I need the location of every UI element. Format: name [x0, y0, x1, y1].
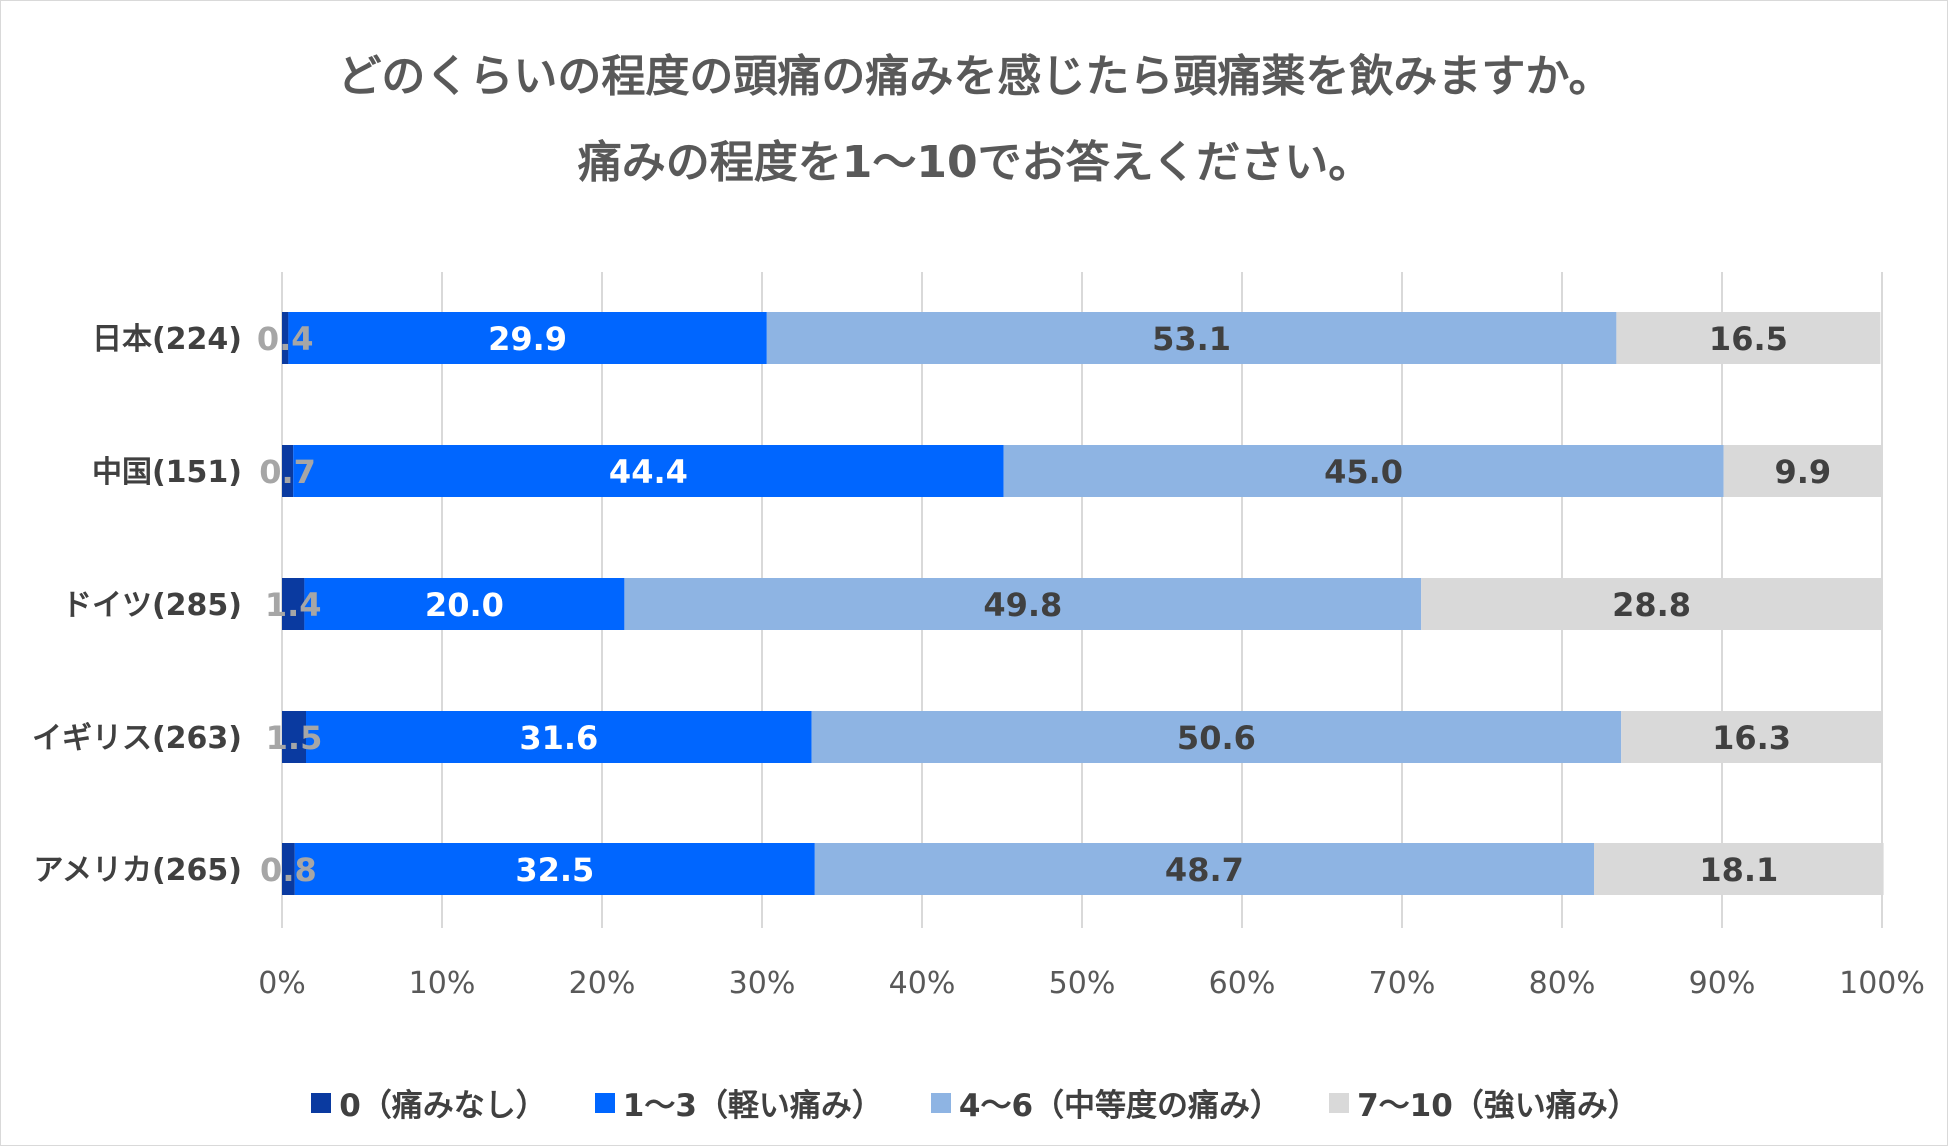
x-tick-label: 50% [1049, 966, 1116, 1001]
chart-title-line-1: どのくらいの程度の頭痛の痛みを感じたら頭痛薬を飲みますか。 [337, 51, 1613, 102]
x-tick-label: 80% [1529, 966, 1596, 1001]
data-label: 28.8 [1612, 586, 1691, 624]
legend-swatch [594, 1092, 615, 1113]
chart-title-line-2: 痛みの程度を1～10でお答えください。 [577, 137, 1373, 188]
bar-segment [1621, 711, 1882, 763]
bar-segment [811, 711, 1622, 763]
bar-segment [304, 578, 625, 630]
bar-segment [306, 711, 812, 763]
category-label: アメリカ(265) [33, 853, 242, 888]
bar-segment [1616, 312, 1881, 364]
bar-segment [1723, 445, 1882, 497]
x-tick-label: 70% [1369, 966, 1436, 1001]
bar-segment [1421, 578, 1882, 630]
data-label: 0.4 [257, 320, 314, 358]
bar-segment [282, 445, 294, 497]
legend-swatch [311, 1092, 332, 1113]
data-label: 9.9 [1774, 453, 1831, 491]
data-label: 50.6 [1177, 719, 1256, 757]
bar-segment [293, 445, 1004, 497]
category-label: ドイツ(285) [62, 588, 242, 623]
data-label: 49.8 [983, 586, 1062, 624]
legend-item-mild: 1～3（軽い痛み） [594, 1080, 883, 1125]
x-tick-label: 30% [729, 966, 796, 1001]
bar-segment [282, 312, 289, 364]
data-label: 0.8 [260, 851, 317, 889]
data-label: 0.7 [259, 453, 316, 491]
data-label: 16.5 [1709, 320, 1788, 358]
data-label: 45.0 [1324, 453, 1403, 491]
data-labels: 0.4 29.9 53.1 16.5 0.7 44.4 45.0 9.9 1.4 20.0 49.8… [257, 320, 1831, 889]
bar-segment [814, 843, 1594, 895]
category-label: 中国(151) [92, 455, 242, 490]
x-tick-label: 40% [889, 966, 956, 1001]
data-label: 53.1 [1152, 320, 1231, 358]
data-label: 31.6 [519, 719, 598, 757]
bar-segment [766, 312, 1617, 364]
legend-swatch [930, 1092, 951, 1113]
bar-segment [282, 843, 295, 895]
x-tick-label: 0% [258, 966, 306, 1001]
stacked-bar-chart: 0.4 29.9 53.1 16.5 0.7 44.4 45.0 9.9 1.4 20.0 49.8… [32, 272, 1925, 1001]
bar-segment [294, 843, 815, 895]
x-tick-label: 10% [409, 966, 476, 1001]
legend-label: 0（痛みなし） [339, 1088, 547, 1124]
data-label: 16.3 [1712, 719, 1791, 757]
data-label: 1.5 [266, 719, 323, 757]
bar-segment [1594, 843, 1884, 895]
legend-item-none: 0（痛みなし） [311, 1080, 547, 1125]
data-label: 20.0 [425, 586, 504, 624]
data-label: 32.5 [515, 851, 594, 889]
value-axis: 0% 10% 20% 30% 40% 50% 60% 70% 80% 90% 100% [258, 966, 1925, 1001]
bar-segment [624, 578, 1422, 630]
bar-segment [282, 711, 306, 763]
category-label: 日本(224) [92, 322, 242, 357]
x-tick-label: 20% [569, 966, 636, 1001]
data-label: 44.4 [609, 453, 688, 491]
legend-label: 7～10（強い痛み） [1357, 1088, 1639, 1124]
bar-segment [288, 312, 767, 364]
bars [282, 312, 1884, 895]
legend-item-moderate: 4～6（中等度の痛み） [930, 1080, 1282, 1125]
data-label: 48.7 [1165, 851, 1244, 889]
data-label: 29.9 [488, 320, 567, 358]
bar-segment [1003, 445, 1724, 497]
legend-swatch [1329, 1092, 1350, 1113]
category-axis: 日本(224) 中国(151) ドイツ(285) イギリス(263) アメリカ(265) [32, 322, 242, 888]
x-tick-label: 60% [1209, 966, 1276, 1001]
legend-item-severe: 7～10（強い痛み） [1329, 1080, 1639, 1125]
data-label: 1.4 [265, 586, 322, 624]
legend-label: 1～3（軽い痛み） [622, 1088, 883, 1124]
x-tick-label: 100% [1839, 966, 1925, 1001]
data-label: 18.1 [1699, 851, 1778, 889]
legend-label: 4～6（中等度の痛み） [958, 1088, 1282, 1124]
legend: 0（痛みなし） 1～3（軽い痛み） 4～6（中等度の痛み） 7～10（強い痛み） [0, 1080, 1950, 1125]
category-label: イギリス(263) [32, 721, 242, 756]
bar-segment [282, 578, 305, 630]
x-tick-label: 90% [1689, 966, 1756, 1001]
